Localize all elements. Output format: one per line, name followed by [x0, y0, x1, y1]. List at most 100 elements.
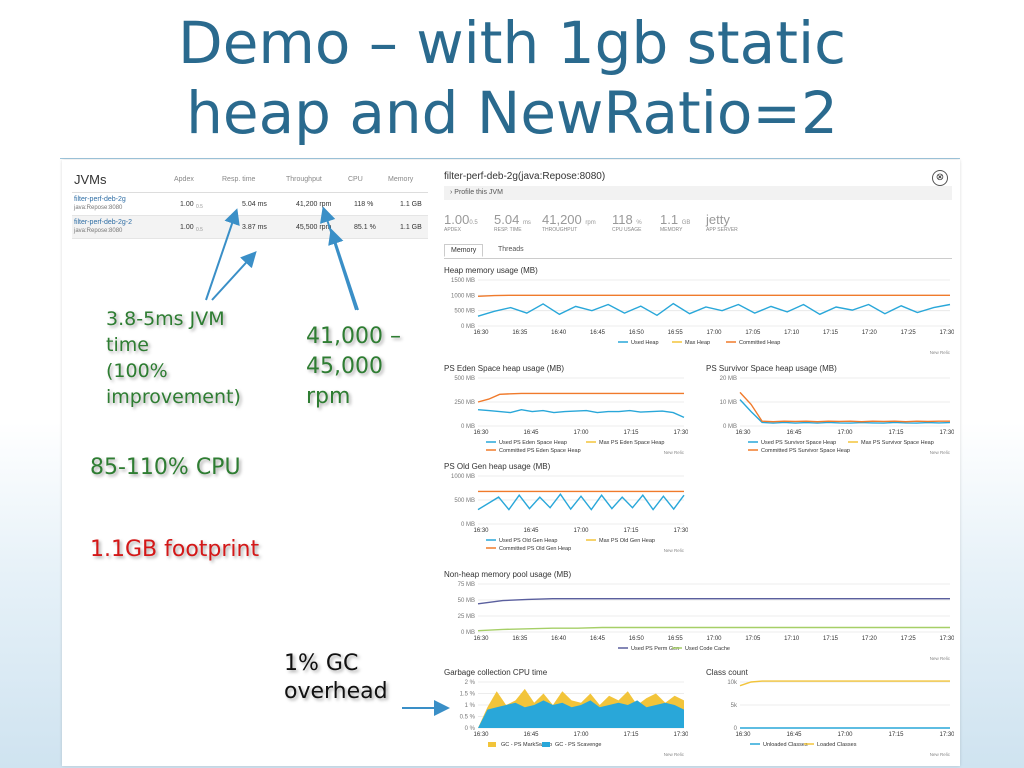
chart-svg: 2 % 1.5 % 1 % 0.5 % 0 %16:30 16:45 17:00 17:15 1…	[460, 680, 688, 757]
throughput-value: 41,200 rpm	[296, 201, 332, 208]
class-count-chart: Class count 10k 5k 0 16:30 16:45 17:00 17:15 17:…	[706, 668, 954, 758]
heap-memory-chart: Heap memory usage (MB) 1500 MB 1000 MB 500 …	[444, 266, 954, 356]
jvm-name[interactable]: filter-perf-deb-2g-2	[74, 219, 132, 226]
annotation-line: rpm	[306, 384, 351, 409]
series-line	[739, 391, 950, 423]
chart-title: PS Old Gen heap usage (MB)	[444, 462, 551, 471]
metric-app-server: jetty APP SERVER	[706, 212, 738, 233]
annotation-gc: 1% GC overhead	[284, 650, 388, 706]
y-tick-label: 500 MB	[454, 498, 475, 504]
legend-label: Max PS Old Gen Heap	[599, 538, 655, 544]
new-relic-mark: New Relic	[664, 752, 685, 757]
x-tick-label: 17:25	[901, 636, 917, 642]
x-tick-label: 17:10	[784, 330, 800, 336]
profile-jvm-link[interactable]: › Profile this JVM	[444, 186, 952, 200]
slide-title-line-2: heap and NewRatio=2	[186, 79, 838, 147]
arrow-rpm-1	[320, 206, 357, 311]
x-tick-label: 16:30	[473, 330, 489, 336]
y-tick-label: 1500 MB	[451, 278, 475, 284]
jvm-sub: java:Repose:8080	[74, 228, 123, 234]
metric-value: 5.04	[494, 212, 520, 227]
y-tick-label: 25 MB	[458, 614, 475, 620]
metric-suffix: GB	[681, 220, 691, 226]
column-apdex[interactable]: Apdex	[174, 176, 194, 183]
detail-title: filter-perf-deb-2g(java:Repose:8080)	[444, 171, 606, 182]
x-tick-label: 17:20	[862, 330, 878, 336]
column-resp-time[interactable]: Resp. time	[222, 176, 256, 183]
x-tick-label: 17:00	[837, 732, 853, 738]
x-tick-label: 16:50	[629, 330, 645, 336]
table-row[interactable]: filter-perf-deb-2g-2 java:Repose:8080 1.…	[72, 216, 428, 239]
metric-value: 41,200	[542, 212, 582, 227]
legend-label: Used PS Old Gen Heap	[499, 538, 557, 544]
x-tick-label: 16:35	[512, 636, 528, 642]
legend-label: GC - PS Scavenge	[555, 742, 601, 748]
close-icon[interactable]: ⊗	[932, 170, 948, 186]
cpu-value: 118 %	[354, 201, 374, 208]
eden-space-chart: PS Eden Space heap usage (MB) 500 MB 250 M…	[444, 364, 688, 456]
series-line	[477, 493, 685, 511]
jvm-name[interactable]: filter-perf-deb-2g	[74, 196, 126, 203]
x-tick-label: 16:45	[590, 330, 606, 336]
metric-throughput: 41,200 rpm THROUGHPUT	[542, 212, 596, 233]
y-tick-label: 1000 MB	[451, 474, 475, 480]
x-tick-label: 16:35	[512, 330, 528, 336]
tab-memory[interactable]: Memory	[444, 244, 484, 257]
apdex-value: 1.00	[180, 201, 194, 208]
column-cpu[interactable]: CPU	[348, 176, 363, 183]
legend-label: Used PS Eden Space Heap	[499, 440, 567, 446]
throughput-value: 45,500 rpm	[296, 224, 332, 231]
new-relic-mark: New Relic	[930, 450, 951, 455]
y-tick-label: 0 MB	[461, 324, 475, 330]
series-area	[478, 700, 684, 728]
jvm-table-title: JVMs	[74, 172, 107, 187]
metric-value: 1.00	[444, 212, 470, 227]
annotation-jvm-time: 3.8-5ms JVM time (100% improvement)	[106, 306, 241, 410]
memory-value: 1.1 GB	[400, 224, 422, 231]
annotation-footprint: 1.1GB footprint	[90, 537, 260, 562]
annotation-rpm: 41,000 – 45,000 rpm	[306, 322, 401, 412]
detail-tabs: Memory Threads	[444, 242, 952, 259]
column-throughput[interactable]: Throughput	[286, 176, 322, 183]
metric-value: 118	[612, 212, 633, 227]
y-tick-label: 250 MB	[454, 400, 475, 406]
series-line	[477, 598, 950, 605]
annotation-line: time	[106, 334, 149, 356]
jvm-table-header: JVMs Apdex Resp. time Throughput CPU Mem…	[72, 166, 428, 193]
metric-label: MEMORY	[660, 227, 683, 233]
x-tick-label: 16:45	[523, 732, 539, 738]
chart-svg: 10k 5k 016:30 16:45 17:00 17:15 17:30 Unloaded …	[727, 680, 954, 757]
y-tick-label: 75 MB	[458, 582, 475, 588]
y-tick-label: 500 MB	[454, 309, 475, 315]
annotation-line: 1% GC	[284, 651, 359, 676]
series-line	[477, 408, 685, 419]
survivor-space-chart: PS Survivor Space heap usage (MB) 20 MB 10…	[706, 364, 954, 456]
x-tick-label: 17:30	[673, 528, 688, 534]
chart-title: Garbage collection CPU time	[444, 668, 548, 677]
y-tick-label: 20 MB	[720, 376, 737, 382]
legend-swatch	[542, 742, 550, 747]
x-tick-label: 17:15	[623, 732, 639, 738]
y-tick-label: 0 MB	[461, 630, 475, 636]
legend-label: Committed PS Survivor Space Heap	[761, 448, 850, 454]
y-tick-label: 1000 MB	[451, 293, 475, 299]
annotation-cpu: 85-110% CPU	[90, 455, 241, 480]
monitoring-screenshot	[62, 160, 960, 766]
x-tick-label: 17:00	[573, 430, 589, 436]
x-tick-label: 16:50	[629, 636, 645, 642]
x-tick-label: 17:30	[939, 732, 954, 738]
x-tick-label: 17:15	[888, 732, 904, 738]
apdex-value: 1.00	[180, 224, 194, 231]
apdex-t: 0.5	[196, 227, 203, 233]
x-tick-label: 17:25	[901, 330, 917, 336]
tab-threads[interactable]: Threads	[498, 246, 524, 253]
table-row[interactable]: filter-perf-deb-2g java:Repose:8080 1.00…	[72, 193, 428, 216]
legend-label: Committed Heap	[739, 340, 780, 346]
x-tick-label: 17:15	[888, 430, 904, 436]
y-tick-label: 0	[734, 726, 738, 732]
x-tick-label: 16:30	[473, 732, 489, 738]
column-memory[interactable]: Memory	[388, 176, 414, 183]
